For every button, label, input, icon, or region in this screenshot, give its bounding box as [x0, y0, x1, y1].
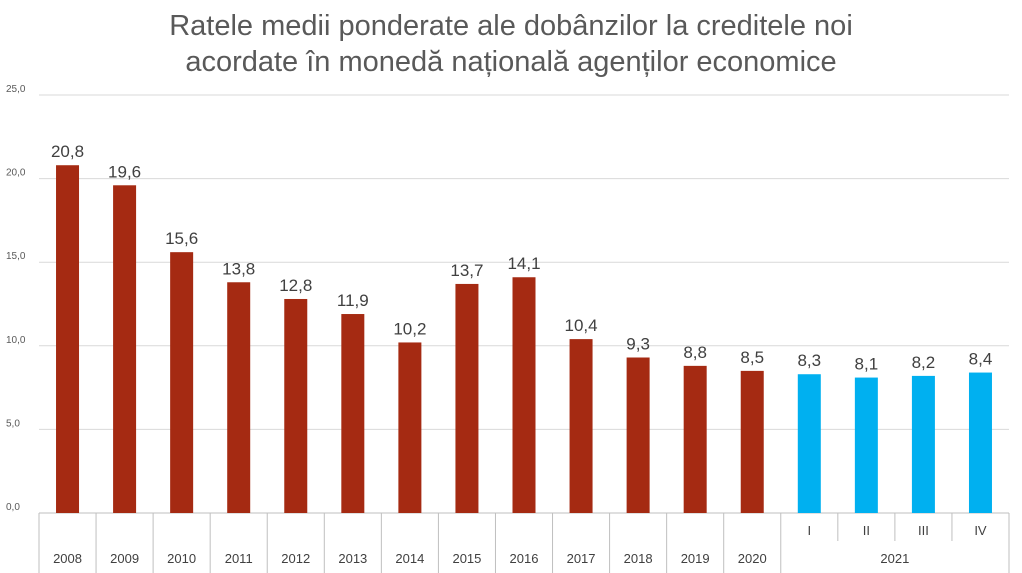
chart-title-line-1: Ratele medii ponderate ale dobânzilor la…	[169, 10, 853, 42]
x-tick-label: 2010	[167, 551, 196, 566]
x-tick-label: III	[918, 523, 929, 538]
y-tick-label: 15,0	[6, 251, 26, 262]
bar-2018	[626, 357, 650, 513]
data-label: 12,8	[279, 276, 312, 295]
data-label: 19,6	[108, 162, 141, 181]
data-label: 10,2	[393, 319, 426, 338]
bar-2012	[284, 298, 308, 513]
y-tick-label: 10,0	[6, 335, 26, 346]
data-label: 8,3	[797, 351, 821, 370]
bar-IV	[968, 372, 992, 513]
x-tick-label: 2009	[110, 551, 139, 566]
x-group-label: 2021	[880, 551, 909, 566]
bar-2010	[170, 252, 194, 513]
y-tick-label: 20,0	[6, 168, 26, 179]
chart-title: Ratele medii ponderate ale dobânzilor la…	[0, 8, 1022, 80]
bar-2013	[341, 314, 365, 513]
x-tick-label: 2013	[338, 551, 367, 566]
data-label: 8,8	[683, 343, 707, 362]
x-tick-label: I	[807, 523, 811, 538]
bar-2014	[398, 342, 422, 513]
data-label: 8,1	[855, 355, 879, 374]
data-label: 8,4	[969, 350, 993, 369]
data-label: 14,1	[507, 254, 540, 273]
data-label: 8,5	[740, 348, 764, 367]
bar-2016	[512, 277, 536, 513]
x-tick-label: 2020	[738, 551, 767, 566]
x-tick-label: 2017	[567, 551, 596, 566]
bar-2008	[56, 165, 80, 513]
data-label: 15,6	[165, 229, 198, 248]
y-tick-label: 5,0	[6, 418, 20, 429]
bar-2015	[455, 283, 479, 513]
y-tick-label: 25,0	[6, 84, 26, 95]
bar-II	[854, 377, 878, 513]
x-tick-label: 2014	[395, 551, 424, 566]
data-label: 9,3	[626, 335, 650, 354]
data-label: 13,7	[450, 261, 483, 280]
x-tick-label: 2019	[681, 551, 710, 566]
y-tick-label: 0,0	[6, 502, 20, 513]
x-tick-label: 2018	[624, 551, 653, 566]
x-tick-label: 2012	[281, 551, 310, 566]
x-tick-label: 2008	[53, 551, 82, 566]
x-tick-label: 2015	[452, 551, 481, 566]
bar-2011	[227, 282, 251, 513]
data-label: 10,4	[565, 316, 598, 335]
bar-III	[911, 375, 935, 513]
bar-2009	[113, 185, 137, 513]
data-label: 13,8	[222, 259, 255, 278]
x-tick-label: 2011	[225, 551, 253, 566]
bar-I	[797, 374, 821, 513]
chart-title-line-2: acordate în monedă națională agenților e…	[185, 46, 837, 78]
data-label: 11,9	[337, 291, 369, 310]
bar-2017	[569, 339, 593, 513]
x-tick-label: IV	[974, 523, 987, 538]
x-tick-label: II	[863, 523, 870, 538]
bar-2019	[683, 365, 707, 513]
bar-2020	[740, 370, 764, 513]
x-tick-label: 2016	[510, 551, 539, 566]
data-label: 8,2	[912, 353, 936, 372]
data-label: 20,8	[51, 142, 84, 161]
